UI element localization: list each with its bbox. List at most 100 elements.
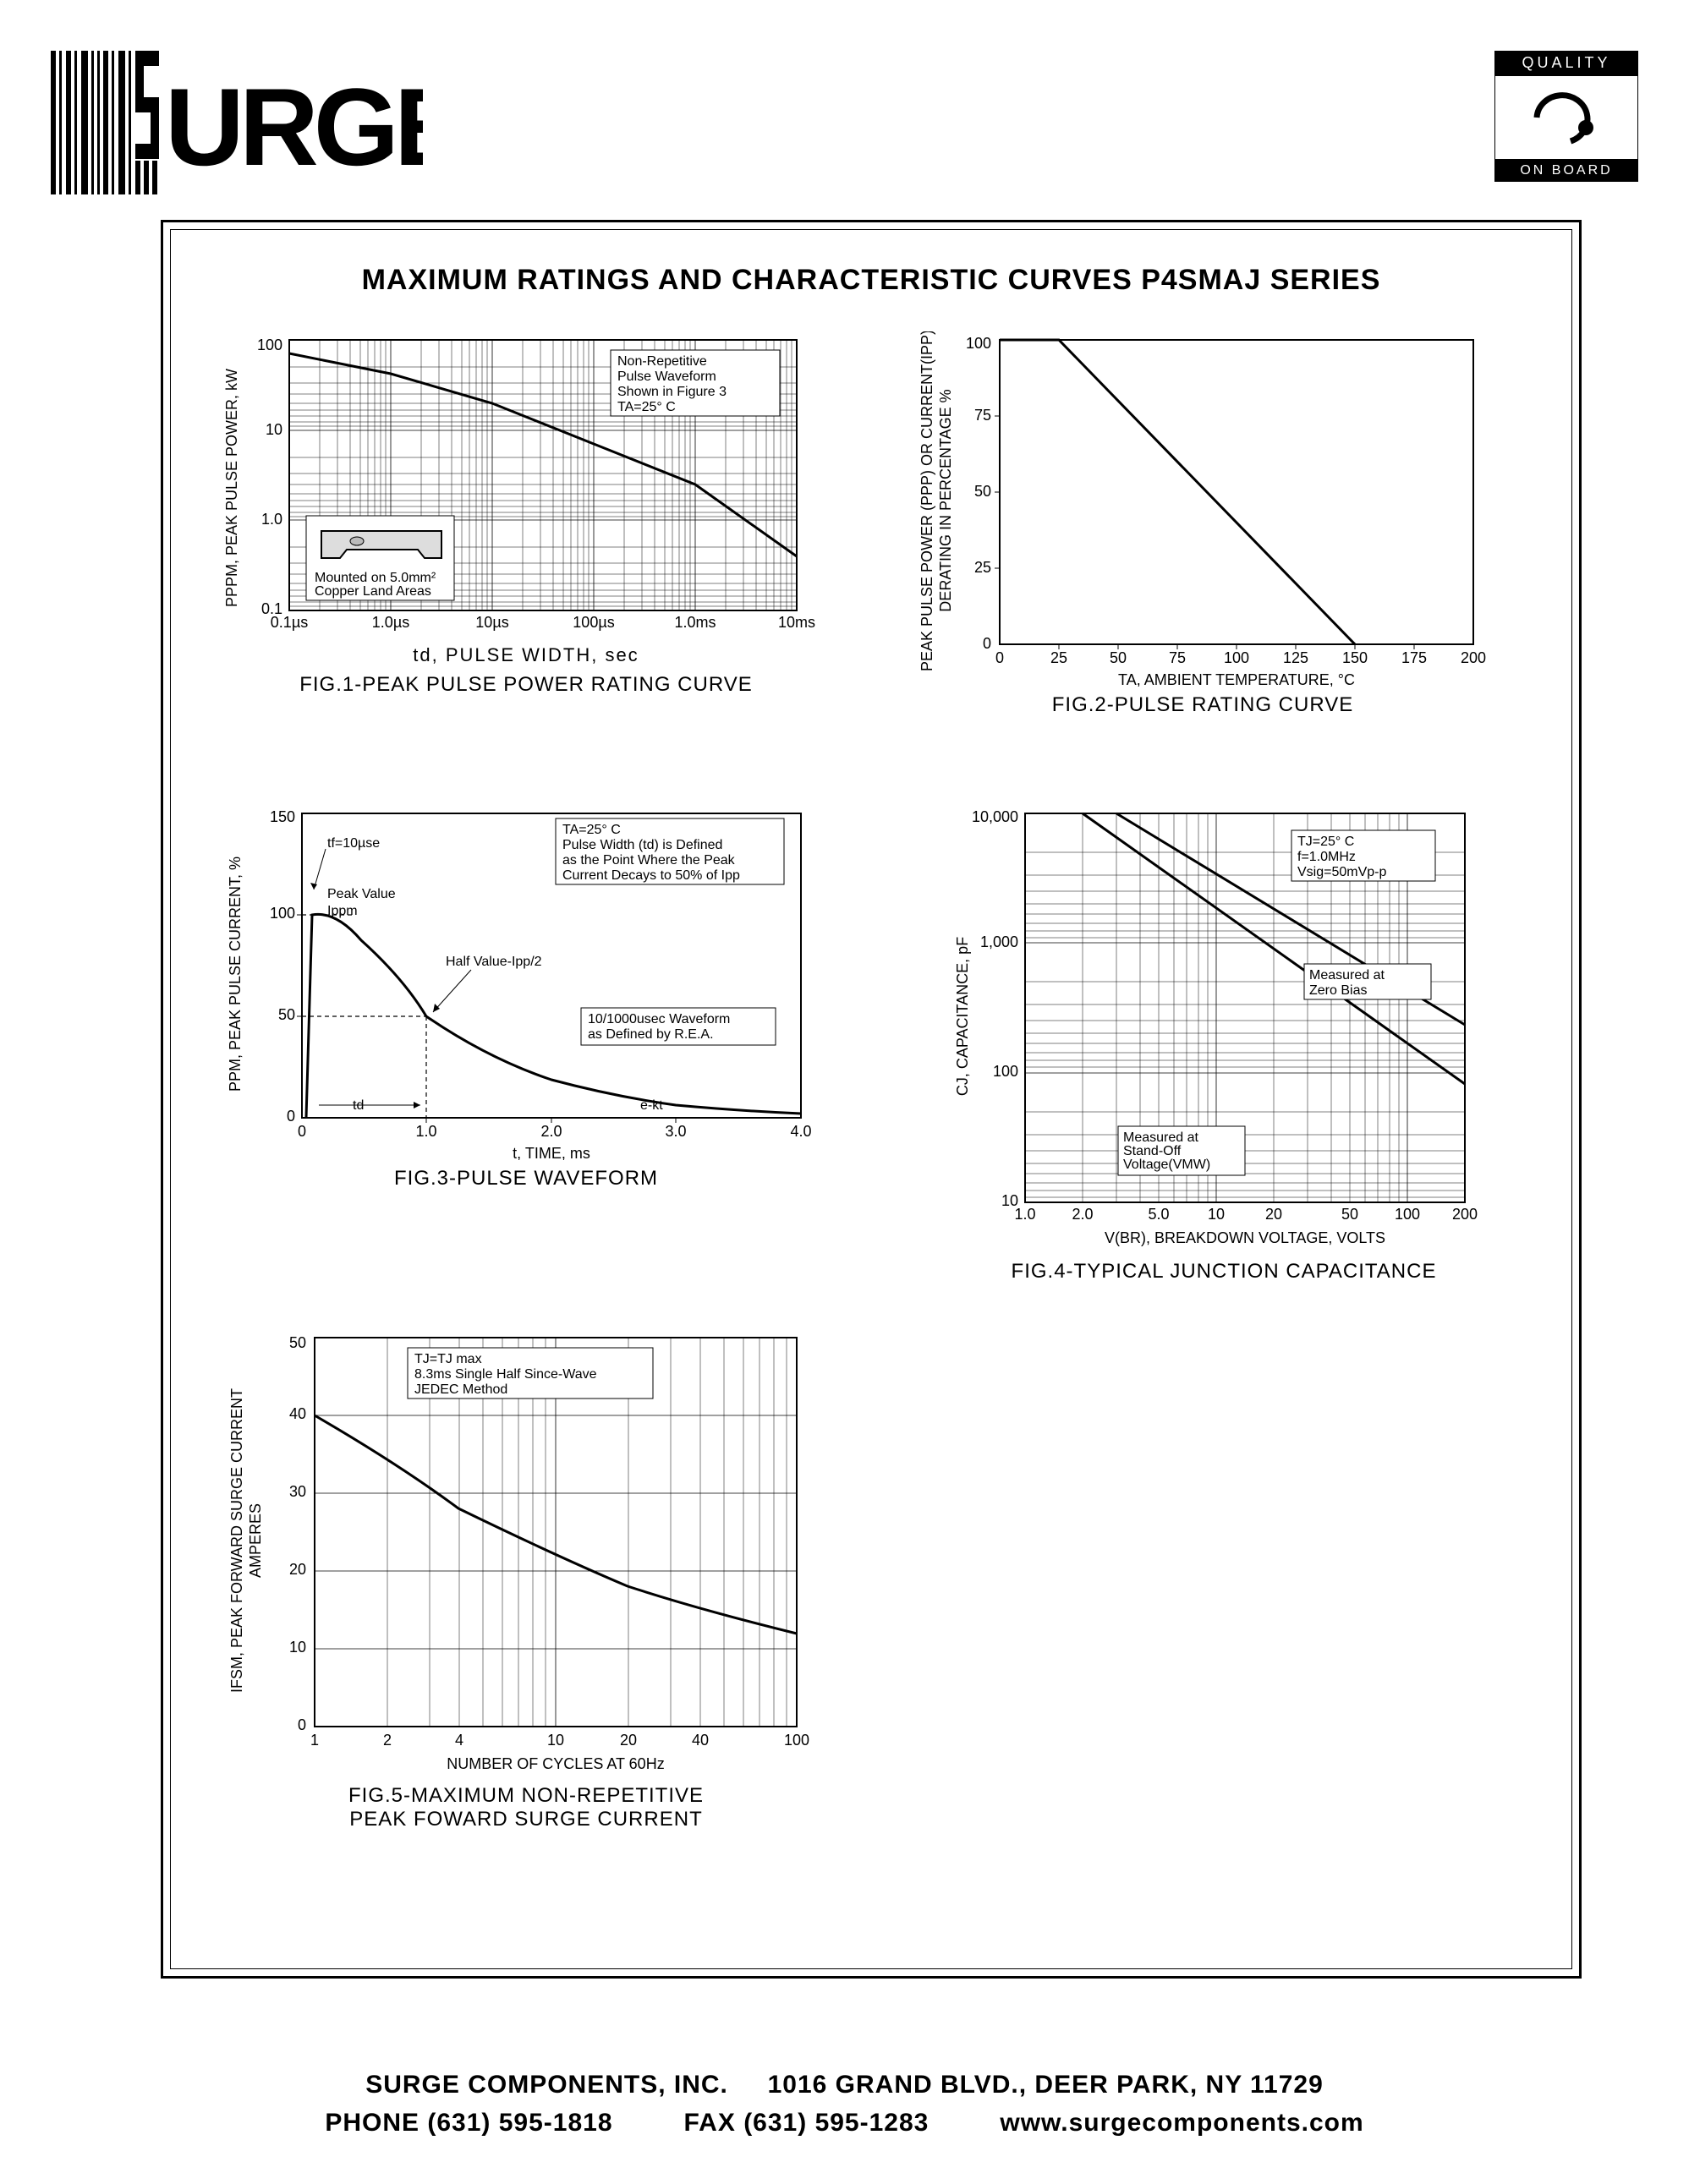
svg-text:NUMBER OF CYCLES AT 60Hz: NUMBER OF CYCLES AT 60Hz bbox=[447, 1755, 664, 1772]
svg-text:t, TIME, ms: t, TIME, ms bbox=[513, 1145, 590, 1160]
fig1-block: Non-Repetitive Pulse Waveform Shown in F… bbox=[222, 331, 831, 697]
fig1-caption: FIG.1-PEAK PULSE POWER RATING CURVE bbox=[222, 673, 831, 697]
svg-text:50: 50 bbox=[289, 1334, 306, 1351]
svg-text:2.0: 2.0 bbox=[1072, 1206, 1093, 1223]
svg-text:100: 100 bbox=[966, 335, 991, 352]
svg-text:30: 30 bbox=[289, 1483, 306, 1500]
svg-text:2.0: 2.0 bbox=[540, 1123, 562, 1140]
svg-text:Non-Repetitive: Non-Repetitive bbox=[617, 354, 707, 369]
svg-text:50: 50 bbox=[1110, 649, 1127, 666]
footer-line-2: PHONE (631) 595-1818 FAX (631) 595-1283 … bbox=[0, 2104, 1689, 2142]
quality-badge-bottom: ON BOARD bbox=[1494, 160, 1638, 182]
fig4-chart: TJ=25° C f=1.0MHz Vsig=50mVp-p Measured … bbox=[949, 805, 1499, 1253]
datasheet-page: URGE QUALITY ON BOARD MAXIMUM RATINGS AN… bbox=[0, 0, 1689, 2184]
svg-text:Half Value-Ipp/2: Half Value-Ipp/2 bbox=[446, 955, 542, 969]
svg-text:10: 10 bbox=[1001, 1192, 1018, 1209]
svg-text:Peak Value: Peak Value bbox=[327, 887, 396, 901]
svg-text:25: 25 bbox=[1050, 649, 1067, 666]
fig1-chart: Non-Repetitive Pulse Waveform Shown in F… bbox=[222, 331, 831, 644]
svg-text:100: 100 bbox=[784, 1732, 809, 1749]
svg-text:100: 100 bbox=[257, 337, 282, 353]
svg-text:Vsig=50mVp-p: Vsig=50mVp-p bbox=[1297, 865, 1386, 879]
svg-text:100: 100 bbox=[993, 1063, 1018, 1080]
surge-logo: URGE bbox=[51, 51, 423, 194]
content-frame: MAXIMUM RATINGS AND CHARACTERISTIC CURVE… bbox=[161, 220, 1582, 1979]
svg-text:100µs: 100µs bbox=[573, 614, 614, 631]
svg-text:150: 150 bbox=[1342, 649, 1368, 666]
svg-text:10/1000usec Waveform: 10/1000usec Waveform bbox=[588, 1012, 730, 1026]
svg-text:Pulse Width (td) is Defined: Pulse Width (td) is Defined bbox=[562, 838, 722, 852]
svg-text:Zero Bias: Zero Bias bbox=[1309, 983, 1367, 998]
svg-text:URGE: URGE bbox=[165, 65, 423, 189]
svg-text:2: 2 bbox=[383, 1732, 392, 1749]
svg-text:as Defined by R.E.A.: as Defined by R.E.A. bbox=[588, 1027, 714, 1042]
svg-text:5.0: 5.0 bbox=[1148, 1206, 1169, 1223]
svg-text:PPM, PEAK PULSE CURRENT, %: PPM, PEAK PULSE CURRENT, % bbox=[227, 857, 244, 1092]
footer-phone: PHONE (631) 595-1818 bbox=[325, 2109, 612, 2137]
svg-text:JEDEC Method: JEDEC Method bbox=[414, 1382, 507, 1397]
page-footer: SURGE COMPONENTS, INC. 1016 GRAND BLVD.,… bbox=[0, 2066, 1689, 2142]
svg-text:0: 0 bbox=[287, 1108, 295, 1125]
svg-text:as the Point Where the Peak: as the Point Where the Peak bbox=[562, 853, 736, 868]
svg-text:Mounted on 5.0mm²: Mounted on 5.0mm² bbox=[315, 571, 436, 585]
svg-text:200: 200 bbox=[1461, 649, 1486, 666]
svg-text:200: 200 bbox=[1452, 1206, 1478, 1223]
content-frame-inner: MAXIMUM RATINGS AND CHARACTERISTIC CURVE… bbox=[170, 229, 1572, 1969]
fig4-caption: FIG.4-TYPICAL JUNCTION CAPACITANCE bbox=[949, 1260, 1499, 1284]
svg-text:100: 100 bbox=[270, 905, 295, 922]
svg-text:1.0µs: 1.0µs bbox=[372, 614, 409, 631]
svg-text:DERATING IN PERCENTAGE %: DERATING IN PERCENTAGE % bbox=[937, 389, 954, 611]
svg-text:3.0: 3.0 bbox=[665, 1123, 686, 1140]
svg-text:1.0ms: 1.0ms bbox=[674, 614, 716, 631]
svg-text:4: 4 bbox=[455, 1732, 463, 1749]
footer-url: www.surgecomponents.com bbox=[1000, 2109, 1363, 2137]
svg-text:20: 20 bbox=[1265, 1206, 1282, 1223]
svg-text:Measured at: Measured at bbox=[1123, 1130, 1198, 1145]
svg-text:Copper Land Areas: Copper Land Areas bbox=[315, 584, 431, 599]
footer-company: SURGE COMPONENTS, INC. bbox=[365, 2071, 728, 2099]
svg-text:e-kt: e-kt bbox=[640, 1098, 663, 1113]
svg-text:V(BR), BREAKDOWN VOLTAGE, VOLT: V(BR), BREAKDOWN VOLTAGE, VOLTS bbox=[1105, 1229, 1385, 1246]
svg-text:IFSM, PEAK FORWARD SURGE CURRE: IFSM, PEAK FORWARD SURGE CURRENT bbox=[228, 1388, 245, 1693]
svg-text:10µs: 10µs bbox=[475, 614, 508, 631]
fig3-block: TA=25° C Pulse Width (td) is Defined as … bbox=[222, 805, 831, 1191]
svg-text:0: 0 bbox=[983, 635, 991, 652]
svg-text:8.3ms Single Half Since-Wave: 8.3ms Single Half Since-Wave bbox=[414, 1367, 597, 1382]
svg-text:25: 25 bbox=[974, 559, 991, 576]
svg-text:10: 10 bbox=[289, 1639, 306, 1656]
svg-text:Current Decays to 50% of Ipp: Current Decays to 50% of Ipp bbox=[562, 868, 740, 883]
svg-text:75: 75 bbox=[974, 407, 991, 424]
svg-text:4.0: 4.0 bbox=[790, 1123, 811, 1140]
svg-text:0.1: 0.1 bbox=[261, 600, 282, 617]
fig2-block: 0255075100125150175200 0255075100 TA, AM… bbox=[907, 331, 1499, 717]
quality-badge: QUALITY ON BOARD bbox=[1494, 51, 1638, 182]
page-title: MAXIMUM RATINGS AND CHARACTERISTIC CURVE… bbox=[171, 264, 1571, 297]
fig2-caption: FIG.2-PULSE RATING CURVE bbox=[907, 693, 1499, 717]
fig4-block: TJ=25° C f=1.0MHz Vsig=50mVp-p Measured … bbox=[949, 805, 1499, 1284]
svg-text:Voltage(VMW): Voltage(VMW) bbox=[1123, 1158, 1210, 1172]
fig1-xlabel: td, PULSE WIDTH, sec bbox=[222, 644, 831, 666]
quality-badge-top: QUALITY bbox=[1494, 51, 1638, 75]
svg-text:0: 0 bbox=[995, 649, 1004, 666]
fig3-chart: TA=25° C Pulse Width (td) is Defined as … bbox=[222, 805, 831, 1160]
svg-text:1.0: 1.0 bbox=[415, 1123, 436, 1140]
svg-text:Pulse Waveform: Pulse Waveform bbox=[617, 369, 716, 384]
svg-text:20: 20 bbox=[620, 1732, 637, 1749]
svg-text:40: 40 bbox=[692, 1732, 709, 1749]
svg-text:Measured at: Measured at bbox=[1309, 968, 1385, 983]
svg-text:Shown in Figure 3: Shown in Figure 3 bbox=[617, 385, 727, 399]
svg-text:tf=10µse: tf=10µse bbox=[327, 836, 380, 851]
svg-text:50: 50 bbox=[974, 483, 991, 500]
svg-text:TA=25° C: TA=25° C bbox=[617, 400, 676, 414]
svg-text:50: 50 bbox=[1341, 1206, 1358, 1223]
svg-text:1.0: 1.0 bbox=[261, 511, 282, 528]
svg-text:20: 20 bbox=[289, 1561, 306, 1578]
svg-text:0: 0 bbox=[298, 1716, 306, 1733]
fig5-block: TJ=TJ max 8.3ms Single Half Since-Wave J… bbox=[222, 1329, 831, 1831]
footer-address: 1016 GRAND BLVD., DEER PARK, NY 11729 bbox=[768, 2071, 1324, 2099]
svg-text:40: 40 bbox=[289, 1405, 306, 1422]
svg-text:50: 50 bbox=[278, 1006, 295, 1023]
quality-badge-logo bbox=[1494, 75, 1638, 160]
fig5-caption-1: FIG.5-MAXIMUM NON-REPETITIVE bbox=[222, 1784, 831, 1808]
svg-text:150: 150 bbox=[270, 808, 295, 825]
